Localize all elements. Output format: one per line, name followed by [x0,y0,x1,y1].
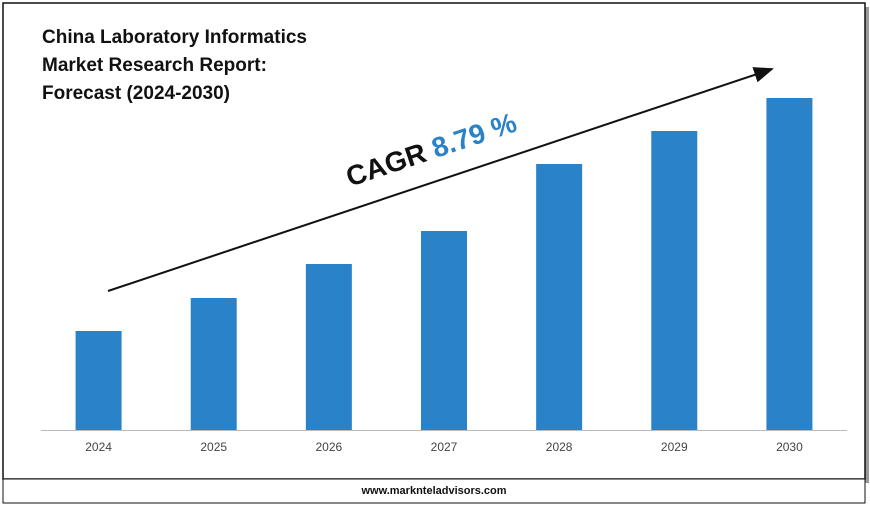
chart-title: Market Research Report: [42,55,267,76]
chart-title: China Laboratory Informatics [42,27,307,48]
bar [75,331,122,430]
chart-title: Forecast (2024-2030) [42,83,230,104]
x-tick-label: 2028 [546,440,573,454]
x-tick-label: 2027 [431,440,458,454]
footer-url: www.marknteladvisors.com [360,485,506,497]
x-tick-label: 2029 [661,440,688,454]
bar [305,264,352,430]
bar [536,164,583,430]
x-tick-label: 2030 [776,440,803,454]
trend-arrow [107,67,774,292]
footer-band [2,478,866,504]
bar [190,298,237,430]
bar [651,131,698,430]
x-tick-label: 2024 [85,440,112,454]
bar [421,231,467,430]
bar [766,98,813,430]
x-tick-label: 2025 [200,440,227,454]
x-tick-label: 2026 [316,440,343,454]
